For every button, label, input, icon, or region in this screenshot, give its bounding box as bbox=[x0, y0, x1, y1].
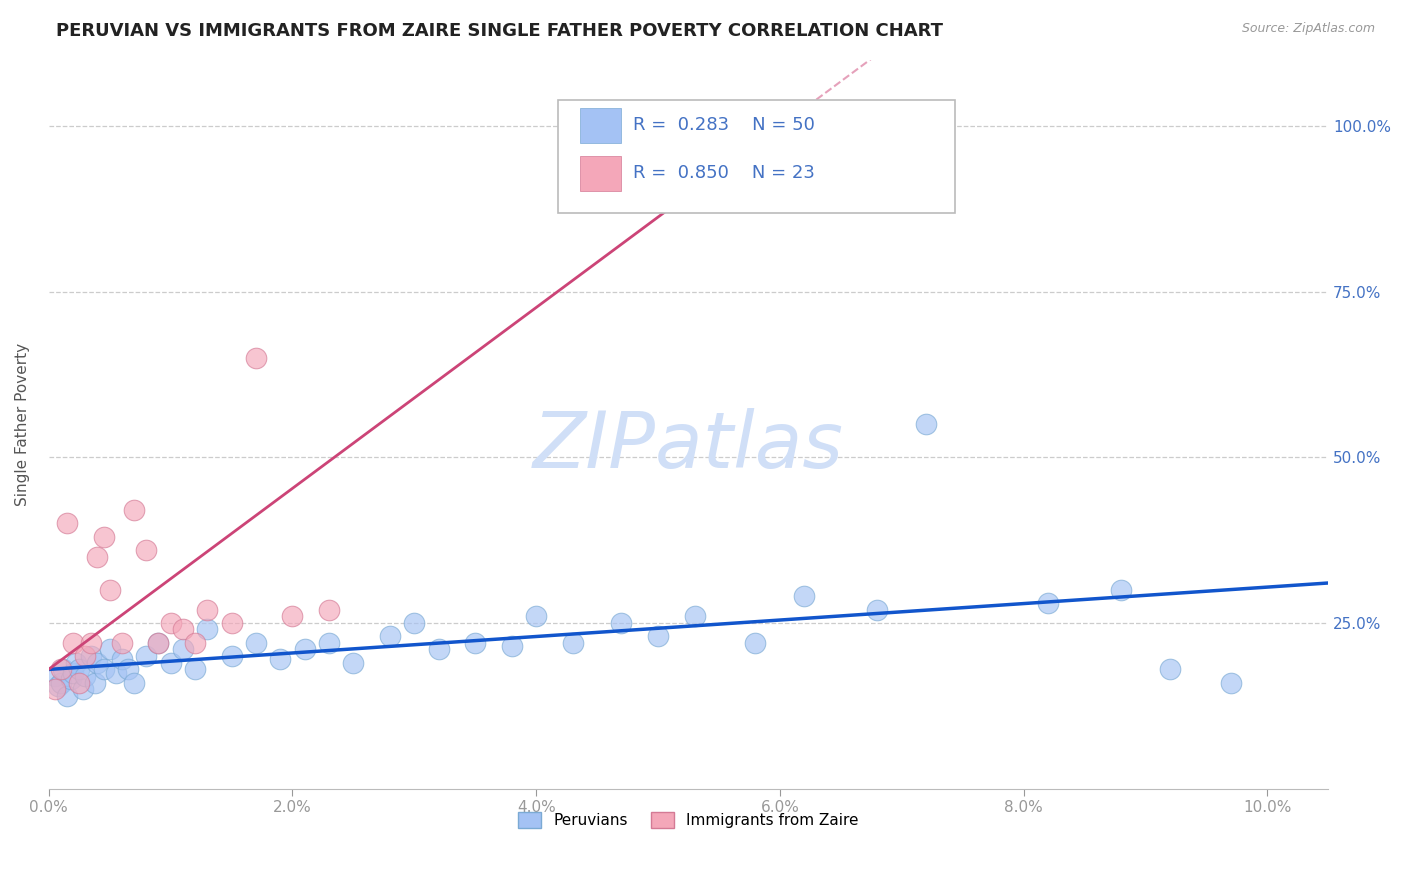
Point bbox=[75, 669, 97, 683]
Point bbox=[184, 662, 207, 676]
Point bbox=[72, 682, 94, 697]
Text: PERUVIAN VS IMMIGRANTS FROM ZAIRE SINGLE FATHER POVERTY CORRELATION CHART: PERUVIAN VS IMMIGRANTS FROM ZAIRE SINGLE… bbox=[56, 22, 943, 40]
Point bbox=[104, 665, 127, 680]
Point bbox=[195, 623, 218, 637]
Point bbox=[221, 648, 243, 663]
Point bbox=[148, 636, 170, 650]
Point bbox=[524, 609, 547, 624]
Text: Source: ZipAtlas.com: Source: ZipAtlas.com bbox=[1241, 22, 1375, 36]
Point bbox=[135, 648, 157, 663]
Point bbox=[269, 652, 291, 666]
Text: R =  0.850    N = 23: R = 0.850 N = 23 bbox=[634, 163, 815, 182]
Point bbox=[1159, 662, 1181, 676]
Point bbox=[84, 675, 107, 690]
Point bbox=[67, 662, 90, 676]
Point bbox=[172, 623, 194, 637]
FancyBboxPatch shape bbox=[558, 100, 955, 212]
Point bbox=[44, 682, 66, 697]
Point bbox=[98, 642, 121, 657]
Point bbox=[49, 675, 72, 690]
Point bbox=[86, 549, 108, 564]
Point bbox=[195, 602, 218, 616]
Point bbox=[75, 648, 97, 663]
Point bbox=[318, 636, 340, 650]
Point bbox=[86, 656, 108, 670]
Point bbox=[65, 656, 87, 670]
Point bbox=[464, 636, 486, 650]
Point bbox=[48, 679, 70, 693]
Point bbox=[427, 642, 450, 657]
Point bbox=[184, 636, 207, 650]
Point bbox=[93, 530, 115, 544]
Point bbox=[67, 675, 90, 690]
Point bbox=[866, 602, 889, 616]
Point bbox=[135, 543, 157, 558]
Point bbox=[683, 609, 706, 624]
Point bbox=[501, 639, 523, 653]
Point bbox=[561, 636, 583, 650]
FancyBboxPatch shape bbox=[579, 109, 620, 144]
Point bbox=[148, 636, 170, 650]
Point bbox=[122, 675, 145, 690]
Point bbox=[44, 669, 66, 683]
Point bbox=[117, 662, 139, 676]
Point bbox=[318, 602, 340, 616]
Point bbox=[159, 615, 181, 630]
Legend: Peruvians, Immigrants from Zaire: Peruvians, Immigrants from Zaire bbox=[510, 805, 866, 836]
Point bbox=[111, 636, 134, 650]
Point bbox=[342, 656, 364, 670]
Point bbox=[281, 609, 304, 624]
Point bbox=[1219, 675, 1241, 690]
Point bbox=[1109, 582, 1132, 597]
Point bbox=[172, 642, 194, 657]
Point bbox=[404, 615, 426, 630]
Point bbox=[56, 689, 79, 703]
Point bbox=[56, 516, 79, 531]
Point bbox=[122, 503, 145, 517]
Point bbox=[586, 119, 609, 133]
Point bbox=[647, 629, 669, 643]
Point bbox=[378, 629, 401, 643]
FancyBboxPatch shape bbox=[579, 156, 620, 191]
Point bbox=[610, 615, 633, 630]
Point bbox=[98, 582, 121, 597]
Point bbox=[62, 665, 84, 680]
Point bbox=[294, 642, 316, 657]
Point bbox=[80, 636, 103, 650]
Text: ZIPatlas: ZIPatlas bbox=[533, 408, 844, 484]
Point bbox=[59, 672, 82, 686]
Y-axis label: Single Father Poverty: Single Father Poverty bbox=[15, 343, 30, 506]
Point bbox=[49, 662, 72, 676]
Point bbox=[793, 590, 815, 604]
Point bbox=[111, 652, 134, 666]
Point bbox=[245, 636, 267, 650]
Point bbox=[221, 615, 243, 630]
Point bbox=[245, 351, 267, 365]
Point bbox=[1036, 596, 1059, 610]
Point bbox=[93, 662, 115, 676]
Point bbox=[915, 417, 938, 431]
Text: R =  0.283    N = 50: R = 0.283 N = 50 bbox=[634, 116, 815, 134]
Point bbox=[62, 636, 84, 650]
Point bbox=[744, 636, 766, 650]
Point bbox=[80, 648, 103, 663]
Point bbox=[159, 656, 181, 670]
Point bbox=[52, 662, 75, 676]
